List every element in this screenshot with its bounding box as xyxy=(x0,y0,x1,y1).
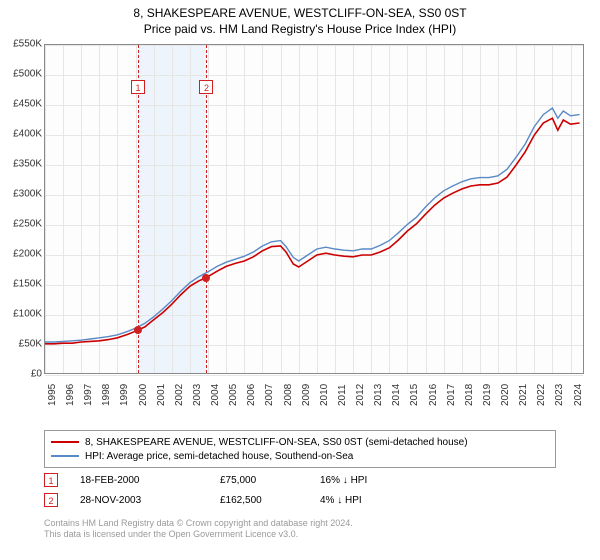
x-axis-label: 2018 xyxy=(464,384,475,406)
y-axis-label: £250K xyxy=(0,219,42,230)
sale-date: 28-NOV-2003 xyxy=(80,495,220,506)
legend: 8, SHAKESPEARE AVENUE, WESTCLIFF-ON-SEA,… xyxy=(44,430,556,468)
chart-container: 8, SHAKESPEARE AVENUE, WESTCLIFF-ON-SEA,… xyxy=(0,0,600,560)
x-axis-label: 2011 xyxy=(337,384,348,406)
y-axis-label: £300K xyxy=(0,189,42,200)
sale-diff-hpi: 16% ↓ HPI xyxy=(320,475,367,486)
y-axis-label: £100K xyxy=(0,309,42,320)
x-axis-label: 2002 xyxy=(174,384,185,406)
chart-titles: 8, SHAKESPEARE AVENUE, WESTCLIFF-ON-SEA,… xyxy=(0,0,600,36)
x-axis-label: 1995 xyxy=(47,384,58,406)
x-axis-label: 1996 xyxy=(65,384,76,406)
y-axis-label: £500K xyxy=(0,69,42,80)
series-price-paid xyxy=(45,118,580,344)
y-axis-label: £550K xyxy=(0,39,42,50)
x-axis-label: 2007 xyxy=(264,384,275,406)
footer-line2: This data is licensed under the Open Gov… xyxy=(44,529,556,540)
sale-point xyxy=(202,274,210,282)
x-axis-label: 2023 xyxy=(554,384,565,406)
x-axis-label: 2016 xyxy=(428,384,439,406)
legend-swatch xyxy=(51,455,79,457)
y-axis-label: £450K xyxy=(0,99,42,110)
sale-row-marker: 2 xyxy=(44,493,58,507)
title-address: 8, SHAKESPEARE AVENUE, WESTCLIFF-ON-SEA,… xyxy=(0,6,600,20)
x-axis-label: 2005 xyxy=(228,384,239,406)
x-axis-label: 2009 xyxy=(301,384,312,406)
legend-label: 8, SHAKESPEARE AVENUE, WESTCLIFF-ON-SEA,… xyxy=(85,437,468,448)
x-axis-label: 2017 xyxy=(446,384,457,406)
y-axis-label: £0 xyxy=(0,369,42,380)
sale-price: £162,500 xyxy=(220,495,320,506)
series-svg xyxy=(45,45,585,375)
footer-licence: Contains HM Land Registry data © Crown c… xyxy=(44,518,556,541)
y-axis-label: £350K xyxy=(0,159,42,170)
chart-area: 12£0 £50K £100K £150K £200K £250K £300K £350K £4… xyxy=(0,44,600,424)
x-axis-label: 2014 xyxy=(391,384,402,406)
legend-row: 8, SHAKESPEARE AVENUE, WESTCLIFF-ON-SEA,… xyxy=(51,435,549,449)
x-axis-label: 2008 xyxy=(283,384,294,406)
x-axis-label: 2019 xyxy=(482,384,493,406)
sale-date: 18-FEB-2000 xyxy=(80,475,220,486)
x-axis-label: 2021 xyxy=(518,384,529,406)
x-axis-label: 2010 xyxy=(319,384,330,406)
footer-line1: Contains HM Land Registry data © Crown c… xyxy=(44,518,556,529)
legend-row: HPI: Average price, semi-detached house,… xyxy=(51,449,549,463)
x-axis-label: 2020 xyxy=(500,384,511,406)
sale-row: 2 28-NOV-2003£162,5004% ↓ HPI xyxy=(44,490,556,510)
x-axis-label: 2024 xyxy=(573,384,584,406)
sale-row-marker: 1 xyxy=(44,473,58,487)
sales-table: 1 18-FEB-2000£75,00016% ↓ HPI 2 28-NOV-2003… xyxy=(44,470,556,510)
x-axis-label: 2003 xyxy=(192,384,203,406)
y-axis-label: £400K xyxy=(0,129,42,140)
x-axis-label: 2000 xyxy=(138,384,149,406)
legend-label: HPI: Average price, semi-detached house,… xyxy=(85,451,353,462)
legend-swatch xyxy=(51,441,79,443)
sale-row: 1 18-FEB-2000£75,00016% ↓ HPI xyxy=(44,470,556,490)
x-axis-label: 2015 xyxy=(409,384,420,406)
title-subtitle: Price paid vs. HM Land Registry's House … xyxy=(0,22,600,36)
gridline-h xyxy=(45,375,583,376)
x-axis-label: 1998 xyxy=(101,384,112,406)
y-axis-label: £150K xyxy=(0,279,42,290)
y-axis-label: £200K xyxy=(0,249,42,260)
x-axis-label: 2006 xyxy=(246,384,257,406)
x-axis-label: 2004 xyxy=(210,384,221,406)
plot-area: 12 xyxy=(44,44,584,374)
x-axis-label: 1999 xyxy=(119,384,130,406)
sale-point xyxy=(134,326,142,334)
sale-price: £75,000 xyxy=(220,475,320,486)
x-axis-label: 2012 xyxy=(355,384,366,406)
y-axis-label: £50K xyxy=(0,339,42,350)
x-axis-label: 2013 xyxy=(373,384,384,406)
x-axis-label: 1997 xyxy=(83,384,94,406)
x-axis-label: 2022 xyxy=(536,384,547,406)
series-hpi xyxy=(45,108,580,342)
x-axis-label: 2001 xyxy=(156,384,167,406)
sale-diff-hpi: 4% ↓ HPI xyxy=(320,495,362,506)
